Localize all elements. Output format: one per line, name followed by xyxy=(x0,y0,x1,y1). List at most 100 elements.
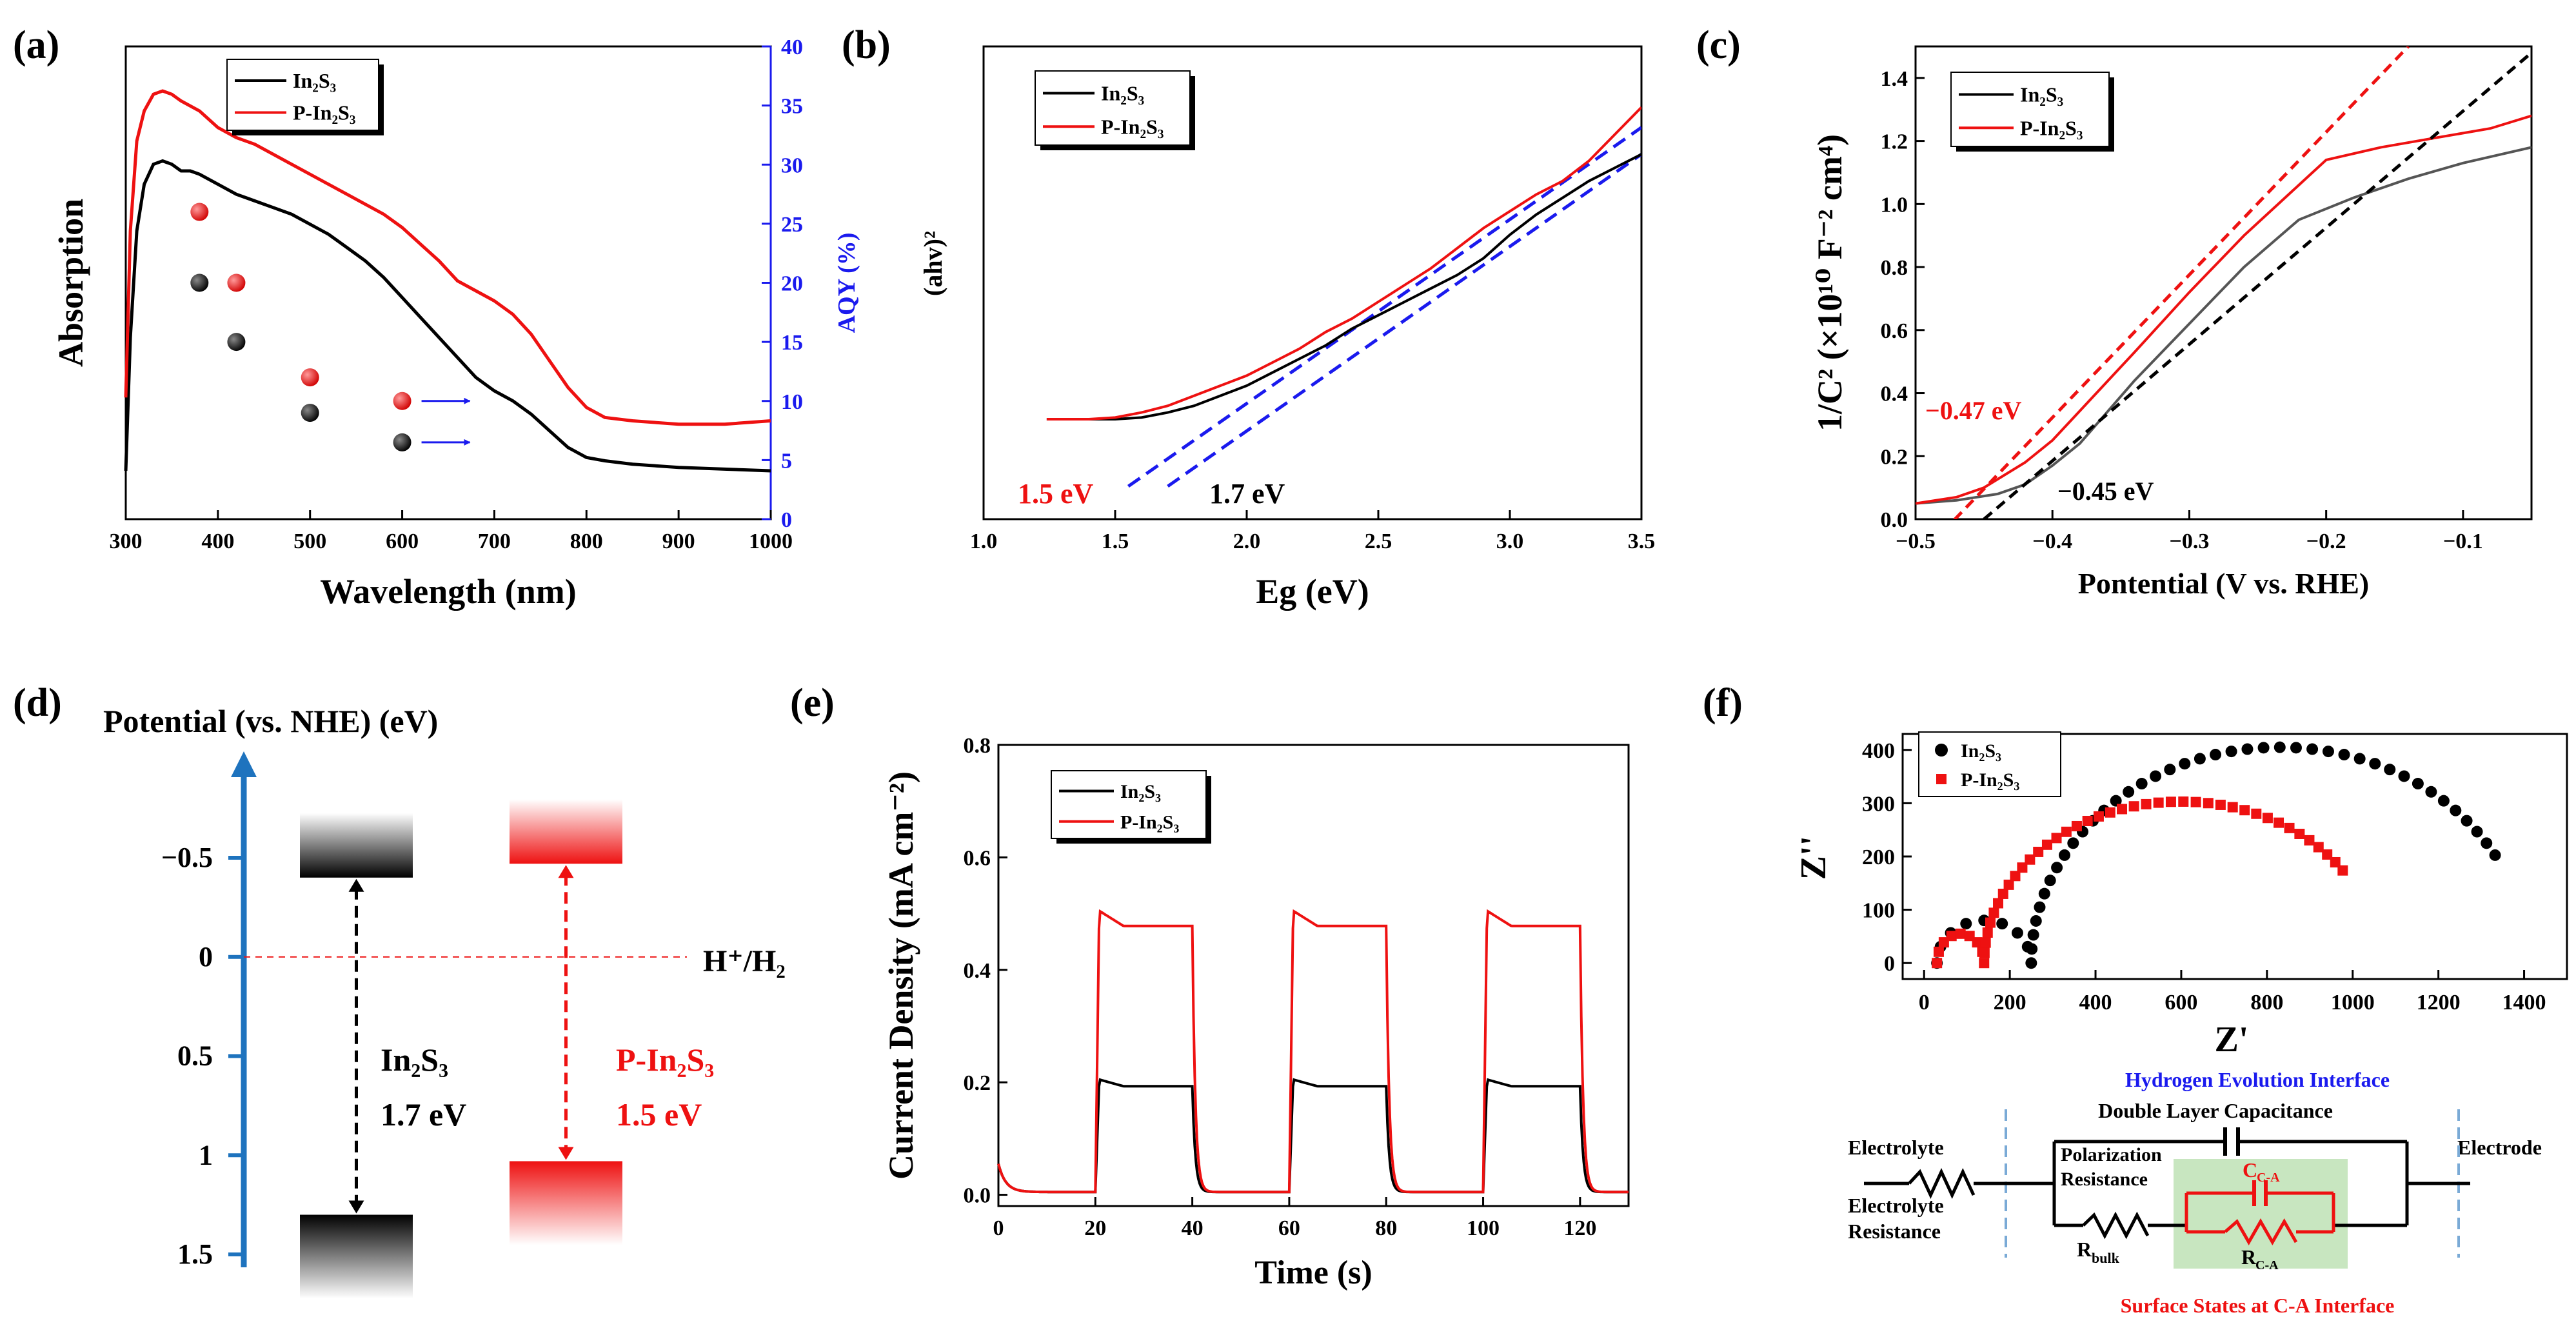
y-tick-label: 0.2 xyxy=(1881,445,1908,469)
panel-f-legend-text-black: In₂S₃ xyxy=(1961,740,2001,762)
panel-e: 0 20 40 60 80 100 120 0.0 0.2 0.4 0.6 0.8 Time (s) Cu… xyxy=(882,734,1630,1291)
nyquist-point-In2S3 xyxy=(2179,758,2191,770)
panel-f-legend-text-red: P-In₂S₃ xyxy=(1961,769,2019,791)
nyquist-point-P-In2S3 xyxy=(2313,842,2324,853)
nyquist-point-P-In2S3 xyxy=(2251,808,2262,819)
nyquist-point-In2S3 xyxy=(2338,749,2350,761)
y-axis-title: Current Density (mA cm⁻²) xyxy=(882,771,920,1180)
x-axis-title: Eg (eV) xyxy=(1256,572,1369,611)
nyquist-point-P-In2S3 xyxy=(2239,805,2250,816)
mott-line-In2S3 xyxy=(1916,146,2531,505)
nyquist-point-P-In2S3 xyxy=(1982,927,1993,938)
nyquist-point-In2S3 xyxy=(2412,778,2424,790)
nyquist-point-P-In2S3 xyxy=(1980,937,1991,948)
panel-f: 0 200 400 600 800 1000 1200 1400 0 100 200 300 400 Z'… xyxy=(1794,731,2568,1060)
nyquist-point-P-In2S3 xyxy=(2274,817,2284,828)
nyquist-point-P-In2S3 xyxy=(2165,797,2176,807)
panel-c: −0.5 −0.4 −0.3 −0.2 −0.1 0.0 0.2 0.4 0.6 0.8 1.0 1.… xyxy=(1810,45,2533,600)
y-tick-label: 0.8 xyxy=(964,734,991,758)
nyquist-point-P-In2S3 xyxy=(2190,797,2201,807)
absorption-line-In2S3 xyxy=(124,159,771,473)
nyquist-point-P-In2S3 xyxy=(2215,799,2226,810)
nyquist-point-P-In2S3 xyxy=(1997,888,2008,899)
nyquist-point-In2S3 xyxy=(2384,764,2396,776)
y2-tick-label: 10 xyxy=(781,390,803,414)
panel-f-legend-box xyxy=(1918,731,2061,797)
y-axis-title: Z'' xyxy=(1794,836,1834,880)
surface-states-highlight xyxy=(2174,1159,2348,1269)
bulk-resistor xyxy=(2082,1211,2150,1240)
x-tick-label: 800 xyxy=(2250,991,2283,1014)
nyquist-point-P-In2S3 xyxy=(2153,797,2164,808)
x-tick-label: 900 xyxy=(662,529,695,553)
x-tick-label: −0.1 xyxy=(2443,529,2483,553)
nyquist-point-P-In2S3 xyxy=(2227,802,2238,813)
y-tick-label: 0.0 xyxy=(964,1184,991,1208)
y2-tick-label: 40 xyxy=(781,35,803,59)
nyquist-point-P-In2S3 xyxy=(1988,907,1999,918)
nyquist-point-P-In2S3 xyxy=(1972,937,1983,948)
x-axis-title: Z' xyxy=(2215,1020,2249,1060)
nyquist-point-In2S3 xyxy=(1996,918,2008,930)
potential-tick-label: −0.5 xyxy=(161,842,213,873)
nyquist-point-In2S3 xyxy=(2110,795,2122,807)
x-tick-label: 500 xyxy=(293,529,326,553)
y-tick-label: 0.8 xyxy=(1881,256,1908,280)
x-tick-label: 100 xyxy=(1467,1216,1500,1240)
y-tick-label: 0.4 xyxy=(964,959,991,983)
x-tick-label: 3.5 xyxy=(1628,529,1656,553)
panel-a-legend-text-red: P-In₂S₃ xyxy=(293,101,355,124)
label-cca-sub: C-A xyxy=(2257,1171,2280,1185)
nyquist-point-In2S3 xyxy=(2257,742,2270,754)
x-tick-label: 400 xyxy=(2079,991,2112,1014)
label-rbulk-sub: bulk xyxy=(2092,1250,2120,1266)
potential-tick-label: 1 xyxy=(199,1139,213,1171)
nyquist-point-In2S3 xyxy=(2398,770,2410,782)
x-tick-label: 700 xyxy=(478,529,511,553)
label-surface-states: Surface States at C-A Interface xyxy=(2121,1294,2395,1317)
mott-line-P-In2S3 xyxy=(1916,114,2531,505)
x-tick-label: 1.5 xyxy=(1102,529,1129,553)
label-electrode: Electrode xyxy=(2457,1136,2542,1159)
nyquist-point-In2S3 xyxy=(2369,758,2381,770)
y2-tick-label: 35 xyxy=(781,95,803,119)
panel-b-label: (b) xyxy=(842,23,891,67)
panel-f-label: (f) xyxy=(1703,681,1743,725)
label-cca: C xyxy=(2243,1158,2257,1182)
nyquist-point-P-In2S3 xyxy=(2337,865,2348,876)
conduction-band-In2S3 xyxy=(300,813,413,878)
panel-c-legend-text-red: P-In₂S₃ xyxy=(2020,116,2083,139)
tauc-line-In2S3 xyxy=(1046,153,1641,421)
nyquist-point-In2S3 xyxy=(2034,901,2046,913)
nyquist-point-In2S3 xyxy=(2067,837,2079,849)
panel-e-legend-box xyxy=(1051,770,1207,839)
y-tick-label: 0.6 xyxy=(964,846,991,870)
label-pin2s3-gap: 1.5 eV xyxy=(616,1096,702,1133)
nyquist-point-P-In2S3 xyxy=(1985,917,1996,928)
photocurrent-line-P-In2S3 xyxy=(997,909,1629,1194)
circuit-title: Hydrogen Evolution Interface xyxy=(2125,1068,2390,1091)
nyquist-point-In2S3 xyxy=(2123,786,2135,798)
panel-f-legend-marker-red xyxy=(1936,774,1947,784)
label-rbulk: R xyxy=(2077,1238,2092,1261)
x-tick-label: 600 xyxy=(2165,991,2197,1014)
panel-f-legend-marker-black xyxy=(1935,744,1948,757)
axis-title: Potential (vs. NHE) (eV) xyxy=(103,703,438,739)
nyquist-point-P-In2S3 xyxy=(2178,796,2189,807)
x-axis-title: Wavelength (nm) xyxy=(320,572,577,611)
gap-arrow-head-bot xyxy=(348,1200,364,1214)
y-axis-title: (ahv)² xyxy=(918,231,947,296)
x-tick-label: −0.5 xyxy=(1896,529,1936,553)
nyquist-point-In2S3 xyxy=(2241,743,2254,755)
annotation-neg045: −0.45 eV xyxy=(2057,477,2154,506)
nyquist-point-In2S3 xyxy=(2290,742,2302,754)
panel-c-frame xyxy=(1914,45,2533,520)
y-axis-title: 1/C² (×10¹⁰ F⁻² cm⁴) xyxy=(1810,134,1849,431)
nyquist-point-In2S3 xyxy=(2150,770,2162,782)
label-polarization-2: Resistance xyxy=(2061,1169,2148,1190)
nyquist-point-P-In2S3 xyxy=(2262,813,2273,824)
y-tick-label: 100 xyxy=(1862,899,1895,923)
nyquist-point-P-In2S3 xyxy=(2071,820,2082,831)
nyquist-point-P-In2S3 xyxy=(1933,946,1944,957)
label-electrolyte: Electrolyte xyxy=(1848,1136,1944,1159)
